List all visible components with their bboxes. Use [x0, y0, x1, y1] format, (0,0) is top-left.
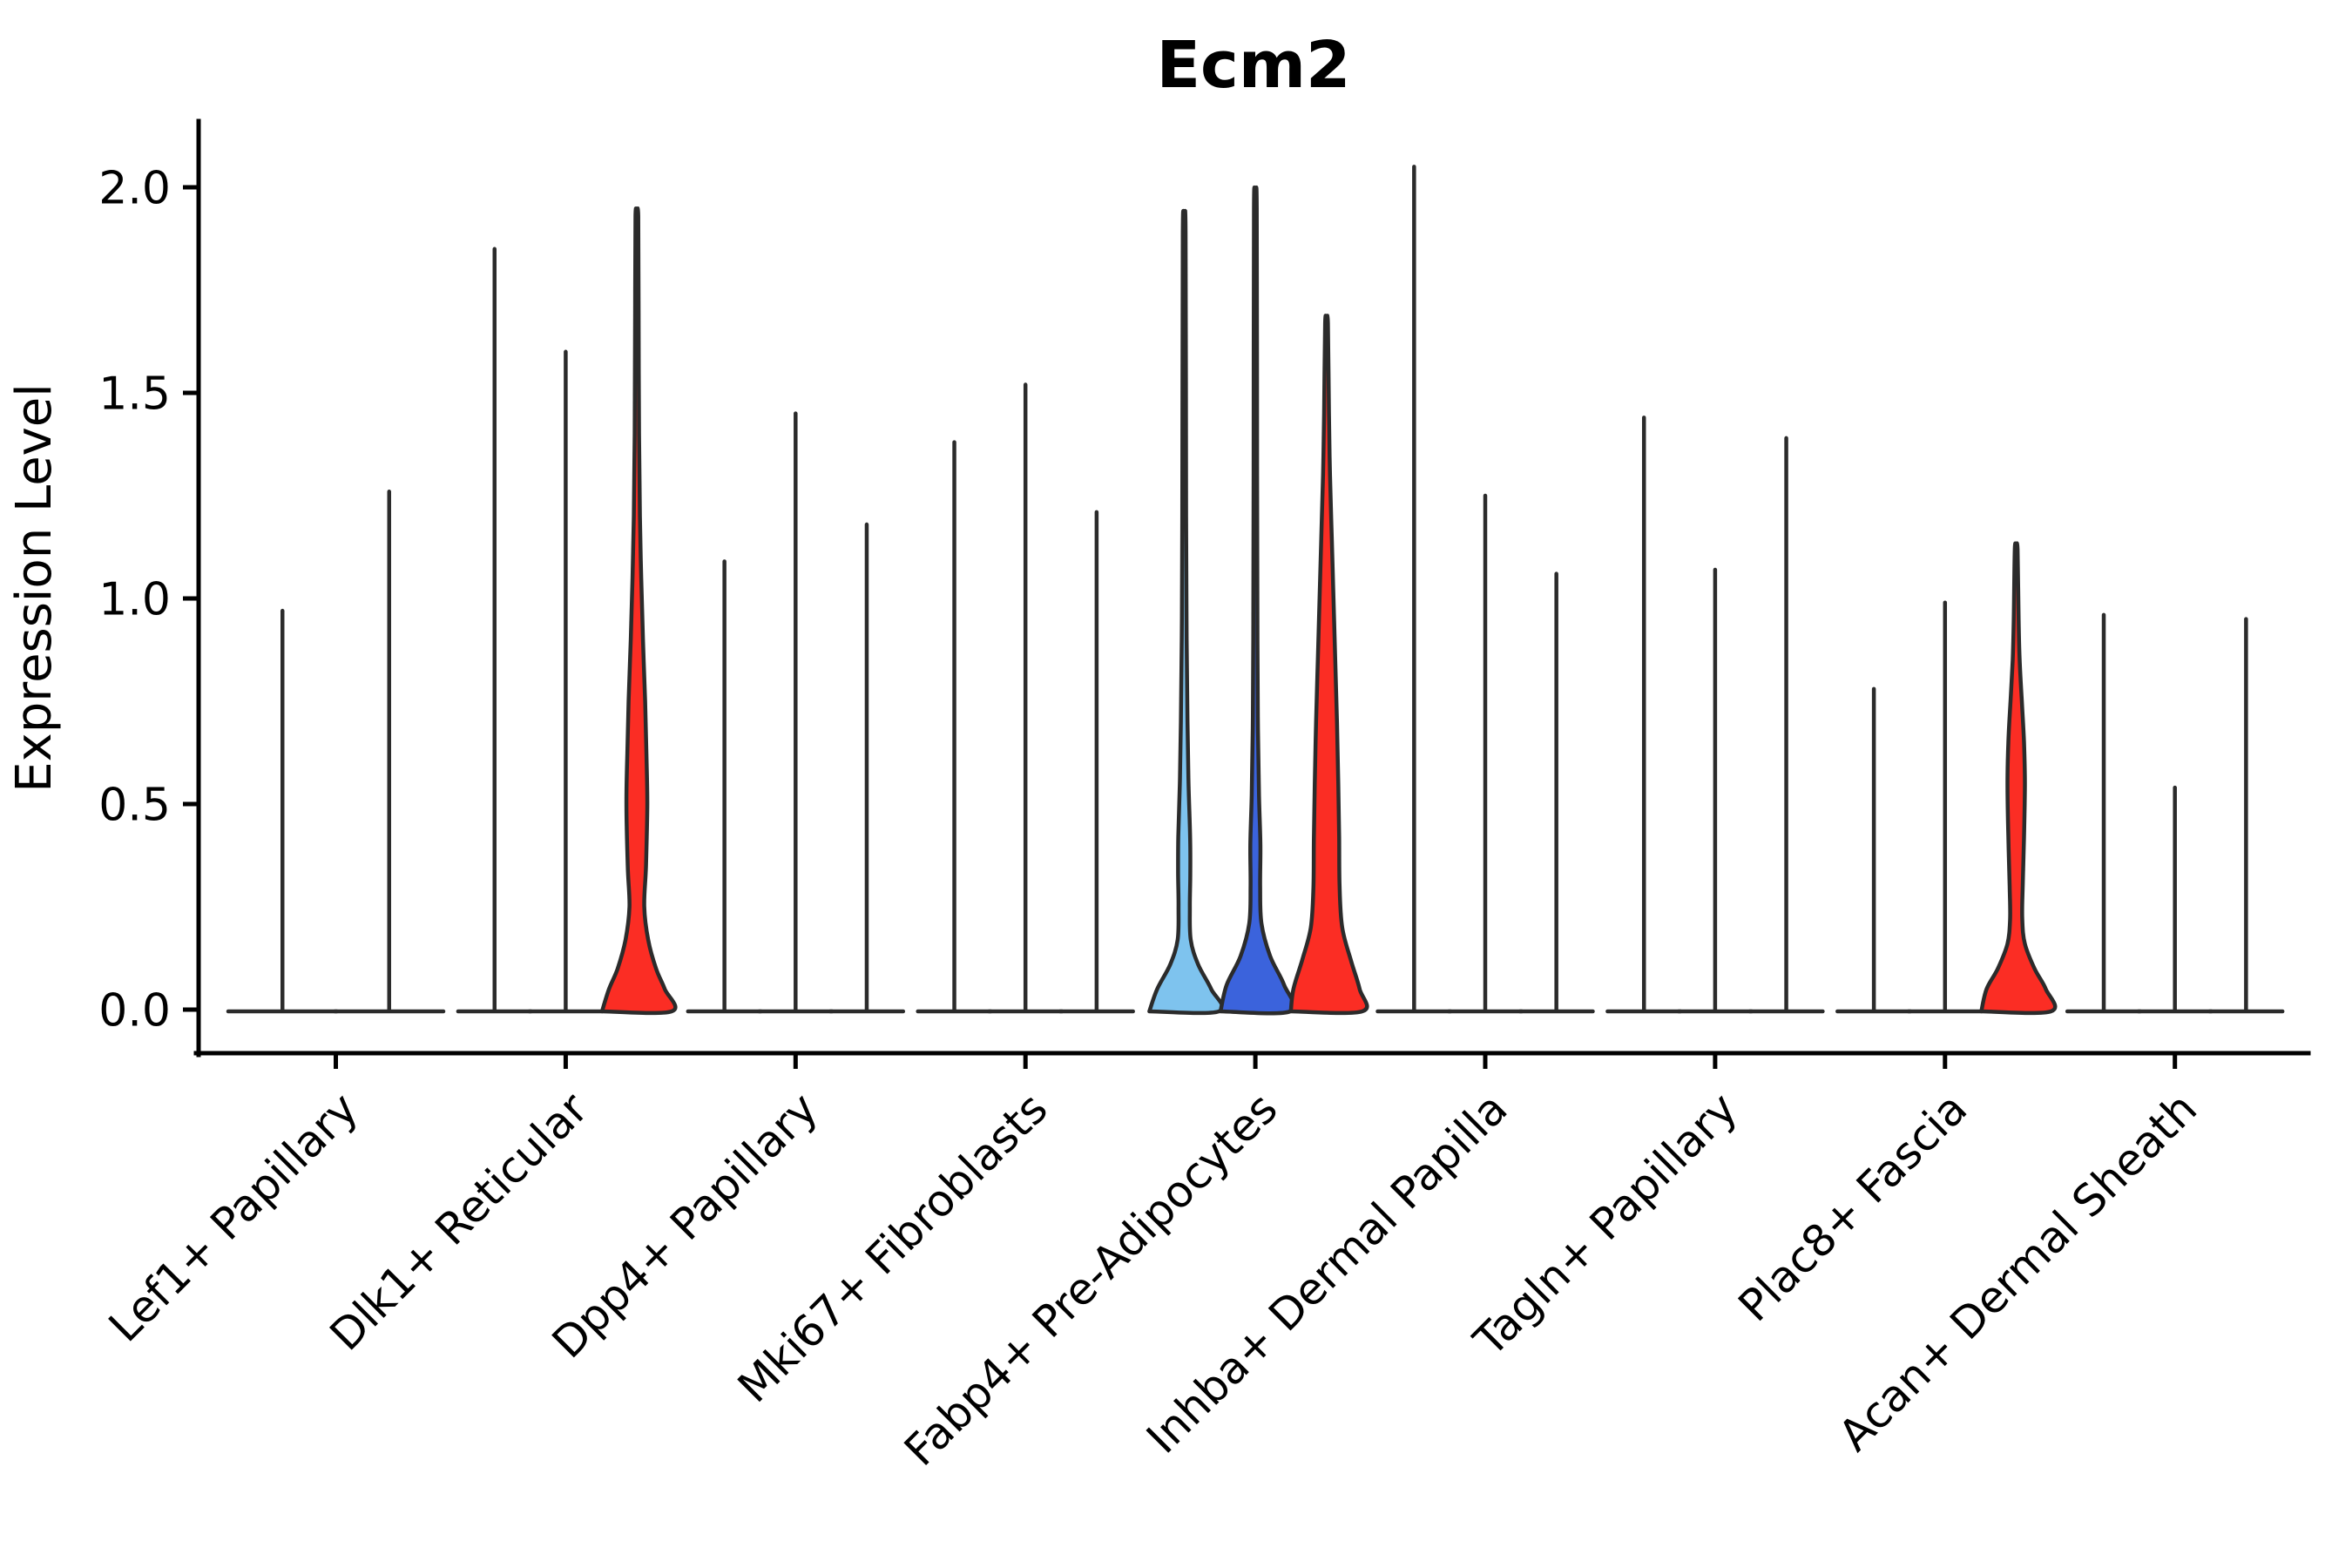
- chart-title: Ecm2: [1156, 28, 1350, 103]
- violin-body-4-1: [1218, 185, 1296, 1016]
- y-tick-label: 0.5: [98, 780, 171, 832]
- violin-body-4-2: [1288, 314, 1369, 1016]
- y-tick-label: 1.5: [98, 368, 171, 421]
- y-axis-label: Expression Level: [6, 383, 63, 793]
- violin-body-1-2: [599, 206, 678, 1016]
- y-tick-label: 1.0: [98, 574, 171, 626]
- x-tick-label: Lef1+ Papillary: [99, 1083, 368, 1351]
- violin-body-7-2: [1979, 541, 2058, 1016]
- x-tick-label: Fabp4+ Pre-Adipocytes: [895, 1083, 1288, 1476]
- violin-body-4-0: [1147, 208, 1225, 1016]
- x-tick-label: Plac8+ Fascia: [1729, 1083, 1977, 1331]
- y-tick-label: 0.0: [98, 985, 171, 1037]
- y-tick-label: 2.0: [98, 163, 171, 215]
